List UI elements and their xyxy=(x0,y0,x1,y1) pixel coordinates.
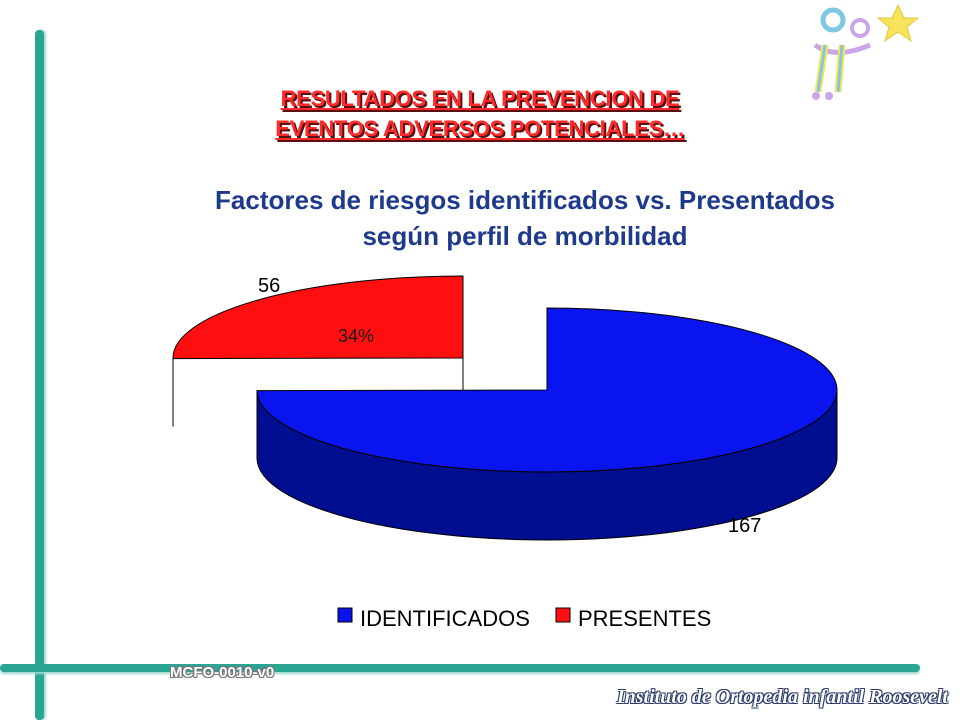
frame-horizontal-bar xyxy=(0,664,920,672)
data-label-presentes: 56 xyxy=(258,275,280,297)
logo-foot-left xyxy=(812,92,820,100)
logo-foot-right xyxy=(825,92,833,100)
slide-heading: RESULTADOS EN LA PREVENCION DE EVENTOS A… xyxy=(130,84,830,144)
chart-title-line-1: Factores de riesgos identificados vs. Pr… xyxy=(215,185,835,215)
document-code: MCFO-0010-v0 xyxy=(170,664,275,681)
legend-label-presentes: PRESENTES xyxy=(578,606,711,631)
legend-swatch-presentes xyxy=(555,607,571,623)
chart-title-line-2: según perfil de morbilidad xyxy=(362,221,688,251)
pie-slice-identificados xyxy=(256,307,838,473)
chart-title: Factores de riesgos identificados vs. Pr… xyxy=(110,182,940,254)
institute-name: Instituto de Ortopedia infantil Roosevel… xyxy=(616,686,948,708)
logo-legs-outline xyxy=(816,44,844,93)
chart-legend: IDENTIFICADOS PRESENTES xyxy=(337,606,711,631)
legend-swatch-identificados xyxy=(337,607,353,623)
heading-line-2: EVENTOS ADVERSOS POTENCIALES… xyxy=(275,116,685,141)
legend-label-identificados: IDENTIFICADOS xyxy=(360,606,530,631)
percent-label-presentes: 34% xyxy=(338,326,374,346)
frame-vertical-bar xyxy=(35,30,44,720)
heading-line-1: RESULTADOS EN LA PREVENCION DE xyxy=(280,86,680,111)
logo-star-icon xyxy=(876,3,920,43)
logo-head-left xyxy=(820,7,846,33)
pie-chart: 167 56 34% xyxy=(172,275,838,541)
logo-icon xyxy=(812,3,920,100)
logo-head-right xyxy=(850,18,870,38)
pie-slice-presentes xyxy=(172,275,464,360)
data-label-identificados: 167 xyxy=(728,515,761,537)
